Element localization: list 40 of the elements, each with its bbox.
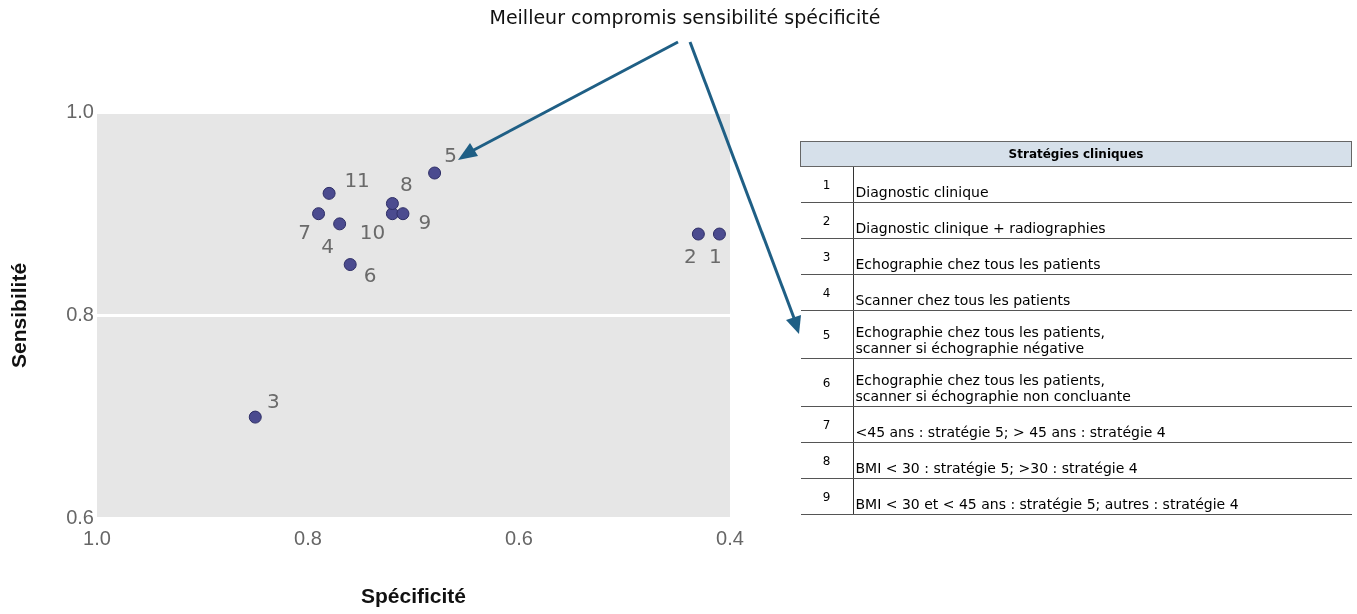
text: 2 xyxy=(800,202,853,239)
text: 8 xyxy=(800,442,853,479)
x-axis-title: Spécificité xyxy=(360,584,467,608)
text: 6 xyxy=(800,358,853,407)
series-label: 2 xyxy=(683,244,697,269)
text: <45 ans : stratégie 5; > 45 ans : stratégie 4 xyxy=(853,406,1352,443)
text: Meilleur compromis sensibilité spécificité xyxy=(488,6,882,28)
text: 1 xyxy=(800,166,853,203)
series-label: 3 xyxy=(266,389,280,414)
text: 3 xyxy=(800,238,853,275)
text: 9 xyxy=(800,478,853,515)
series-label: 7 xyxy=(298,219,311,244)
series-label: 10 xyxy=(359,219,386,244)
series-label: 8 xyxy=(400,171,413,196)
x-tick-label: 1.0 xyxy=(83,527,111,550)
x-tick-label: 0.4 xyxy=(716,527,744,550)
text: Diagnostic clinique + radiographies xyxy=(853,202,1352,239)
series-label: 1 xyxy=(709,244,722,269)
text: Echographie chez tous les patients, scanner si échographie non concluante xyxy=(853,358,1352,407)
x-tick-label: 0.8 xyxy=(294,527,322,550)
y-tick-label: 0.6 xyxy=(66,506,94,529)
text: 5 xyxy=(800,310,853,359)
text: Scanner chez tous les patients xyxy=(853,274,1352,311)
y-tick-label: 0.8 xyxy=(66,302,94,325)
y-tick-label: 1.0 xyxy=(66,99,94,122)
text: Stratégies cliniques xyxy=(800,141,1352,167)
series-label: 11 xyxy=(344,167,370,192)
series-label: 5 xyxy=(444,143,457,168)
series-label: 9 xyxy=(418,209,432,234)
text: Echographie chez tous les patients, scanner si échographie négative xyxy=(853,310,1352,359)
text: Diagnostic clinique xyxy=(853,166,1352,203)
text: 7 xyxy=(800,406,853,443)
x-tick-label: 0.6 xyxy=(505,527,533,550)
text: BMI < 30 et < 45 ans : stratégie 5; autres : stratégie 4 xyxy=(853,478,1352,515)
text: BMI < 30 : stratégie 5; >30 : stratégie 4 xyxy=(853,442,1352,479)
series-label: 4 xyxy=(321,234,335,259)
text: 4 xyxy=(800,274,853,311)
y-axis-title: Sensibilité xyxy=(7,262,31,368)
series-label: 6 xyxy=(363,262,377,287)
text: Echographie chez tous les patients xyxy=(853,238,1352,275)
